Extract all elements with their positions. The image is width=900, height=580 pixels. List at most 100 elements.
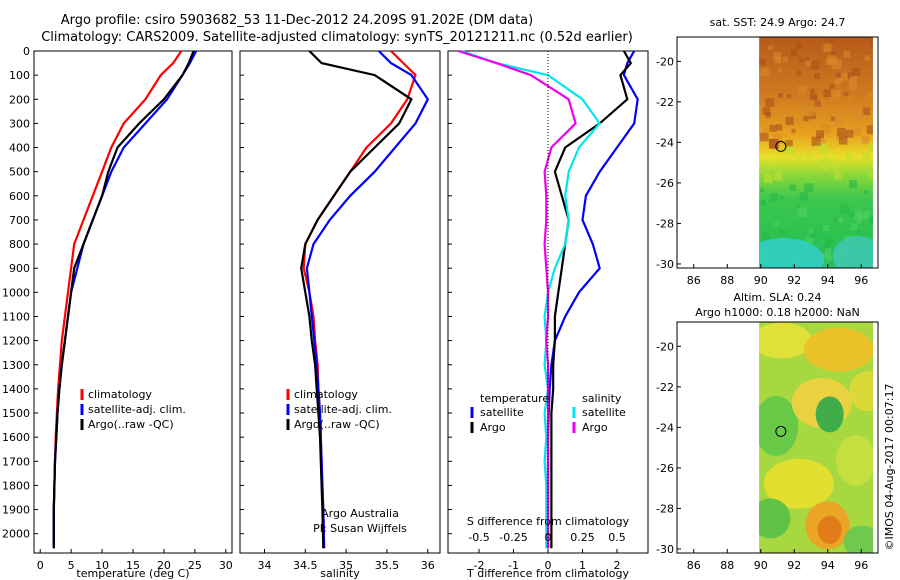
x-tick-label: 86 [687,274,701,287]
legend-label: satellite [582,406,626,419]
x-tick-label: 96 [854,274,868,287]
sst-cell [762,107,771,115]
y-tick-label: -28 [656,502,674,515]
sst-cell [803,115,809,122]
sst-cell [814,73,820,80]
y-tick-label: -22 [656,381,674,394]
x-tick-label: 25 [188,559,202,572]
y-tick-label: 600 [9,190,30,203]
series-line-black [300,50,413,549]
legend-label: Argo [480,421,506,434]
map-frame [676,321,879,554]
sst-cell [769,193,779,202]
sst-cell [787,148,795,156]
x-tick-label: 5 [68,559,75,572]
x-tick-label: 88 [720,559,734,572]
y-tick-label: 300 [9,117,30,130]
sst-cell [759,188,765,193]
sst-cell [828,259,835,266]
sst-cell [830,51,838,58]
legend-title-temperature: temperature [480,392,549,405]
x-axis-label: salinity [320,567,360,580]
sst-cell [763,174,773,184]
legend-label: climatology [88,388,152,401]
sst-cell [870,117,873,127]
y-tick-label: -24 [656,136,674,149]
sst-cell [820,124,831,134]
sst-cell [795,204,800,209]
sst-cell [823,243,829,249]
x-tick-label: 90 [754,559,768,572]
sst-cell [775,57,782,64]
sla-blob [759,322,812,359]
legend-label: Argo(..raw -QC) [88,418,174,431]
s-tick-label: -0.25 [499,531,527,544]
sst-cell [806,237,813,244]
sst-cell [768,45,773,50]
sst-cell [804,183,814,193]
series-line-blue [546,50,639,549]
sst-cell [829,84,835,89]
t-tick-label: 2 [613,559,620,572]
sst-cell [795,118,801,124]
sst-cell [768,138,779,149]
sst-cell [809,228,814,234]
sst-cell [828,158,835,166]
x-tick-label: 10 [95,559,109,572]
y-tick-label: -26 [656,177,674,190]
sst-cell [797,207,808,218]
argo-position-marker [775,140,787,152]
x-tick-label: 94 [821,559,835,572]
annotation-text: PI: Susan Wijffels [313,522,407,535]
sst-cell [762,233,770,241]
map-title: Altim. SLA: 0.24 [733,291,821,304]
sst-cell [785,116,794,126]
sst-cell [864,55,871,61]
sst-cell [869,215,873,225]
y-tick-label: 1300 [2,359,30,372]
sst-cell [789,184,796,191]
y-tick-label: -24 [656,421,674,434]
y-tick-label: 1400 [2,383,30,396]
x-tick-label: 92 [787,559,801,572]
sst-cell [774,221,780,227]
sst-cell [810,230,818,238]
x-tick-label: 35.5 [375,559,400,572]
sst-cell [810,60,820,70]
x-tick-label: 36 [421,559,435,572]
map-subtitle: Argo h1000: 0.18 h2000: NaN [695,306,860,319]
sst-cell [819,160,829,170]
sst-cell [839,204,850,215]
sst-cell [817,143,828,153]
sst-cell [760,199,766,205]
series-line-magenta [457,49,577,549]
sst-cell [810,88,815,94]
x-tick-label: 92 [787,274,801,287]
title-line-1: Argo profile: csiro 5903682_53 11-Dec-20… [61,13,533,28]
sst-cell [854,210,863,219]
sst-cell [759,58,767,66]
sst-cell [862,107,871,116]
sla-blob [843,525,873,553]
sst-cell [798,85,807,94]
sst-cell [861,220,867,226]
y-tick-label: 1600 [2,431,30,444]
sst-cell [765,112,772,118]
y-tick-label: 100 [9,69,30,82]
x-tick-label: 30 [219,559,233,572]
sst-cell [872,105,873,110]
sst-cell [760,132,769,142]
sst-cell [806,60,812,67]
series-line-red [52,50,183,549]
x-tick-label: 96 [854,559,868,572]
sst-cell [760,67,770,77]
x-tick-label: 35 [339,559,353,572]
sst-cell [799,57,804,63]
sst-cell [868,172,873,179]
sst-cell [871,144,873,153]
y-tick-label: 800 [9,238,30,251]
y-tick-label: -22 [656,96,674,109]
x-tick-label: 88 [720,274,734,287]
panel-frame [33,50,233,554]
y-tick-label: 0 [23,45,30,58]
